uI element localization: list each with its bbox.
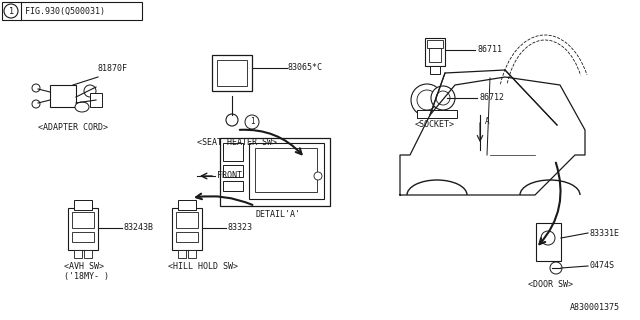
Bar	[425, 38, 445, 66]
Text: <HILL HOLD SW>: <HILL HOLD SW>	[168, 262, 238, 271]
Text: 1: 1	[250, 117, 254, 126]
Circle shape	[4, 4, 18, 18]
Text: 83323: 83323	[228, 223, 253, 233]
Text: A: A	[485, 117, 490, 126]
Text: 83065*C: 83065*C	[287, 63, 322, 73]
Text: FRONT: FRONT	[217, 172, 242, 180]
Bar	[176, 212, 198, 228]
Text: ('18MY- ): ('18MY- )	[64, 272, 109, 281]
Bar	[417, 110, 457, 118]
Bar	[178, 200, 196, 210]
Text: 81870F: 81870F	[98, 64, 128, 73]
Bar	[223, 143, 243, 161]
Bar	[72, 212, 94, 228]
Text: <DOOR SW>: <DOOR SW>	[528, 280, 573, 289]
Circle shape	[411, 84, 443, 116]
Text: 86711: 86711	[477, 45, 502, 54]
Bar	[72, 232, 94, 242]
Text: 86712: 86712	[479, 93, 504, 102]
Text: 83243B: 83243B	[124, 223, 154, 233]
Bar	[429, 48, 441, 62]
Ellipse shape	[75, 102, 89, 112]
Bar	[536, 223, 561, 261]
Text: 1: 1	[8, 6, 13, 15]
Text: A830001375: A830001375	[570, 303, 620, 312]
Bar	[223, 165, 243, 177]
Circle shape	[431, 86, 455, 110]
Bar	[188, 250, 196, 258]
Text: 0474S: 0474S	[590, 261, 615, 270]
Text: 83331E: 83331E	[590, 228, 620, 237]
Bar	[212, 55, 252, 91]
Bar	[68, 208, 98, 250]
Bar	[427, 40, 443, 48]
Bar	[50, 85, 76, 107]
Circle shape	[550, 262, 562, 274]
Circle shape	[314, 172, 322, 180]
Bar	[176, 232, 198, 242]
Text: <SOCKET>: <SOCKET>	[415, 120, 455, 129]
Circle shape	[226, 114, 238, 126]
Bar	[220, 138, 330, 206]
Circle shape	[84, 85, 96, 97]
Circle shape	[541, 231, 555, 245]
Bar	[178, 250, 186, 258]
Circle shape	[417, 90, 437, 110]
Bar	[2, 2, 142, 20]
Text: FIG.930(Q500031): FIG.930(Q500031)	[25, 6, 105, 15]
Bar	[90, 93, 102, 107]
Bar	[249, 143, 324, 199]
Bar	[430, 66, 440, 74]
Bar	[217, 60, 247, 86]
Circle shape	[32, 84, 40, 92]
Text: <AVH SW>: <AVH SW>	[64, 262, 104, 271]
Text: <ADAPTER CORD>: <ADAPTER CORD>	[38, 123, 108, 132]
Text: DETAIL'A': DETAIL'A'	[255, 210, 300, 219]
Bar	[223, 181, 243, 191]
Bar	[255, 148, 317, 192]
Bar	[172, 208, 202, 250]
Bar	[74, 200, 92, 210]
Circle shape	[245, 115, 259, 129]
Circle shape	[436, 91, 450, 105]
Bar	[74, 250, 82, 258]
Text: <SEAT HEATER SW>: <SEAT HEATER SW>	[197, 138, 277, 147]
Circle shape	[32, 100, 40, 108]
Bar	[84, 250, 92, 258]
